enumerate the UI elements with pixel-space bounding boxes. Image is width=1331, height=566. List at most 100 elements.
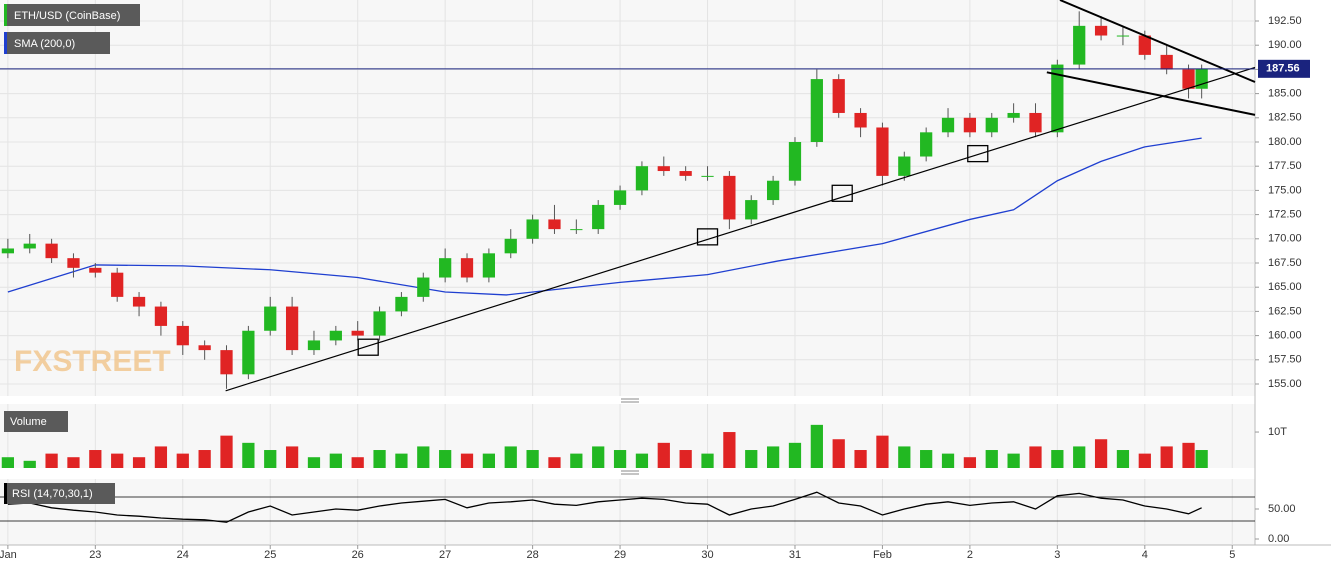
candle-body bbox=[351, 330, 364, 336]
x-tick-label: 5 bbox=[1229, 549, 1235, 561]
x-tick-label: Jan bbox=[0, 549, 17, 561]
candle-body bbox=[548, 219, 561, 230]
volume-bar bbox=[1138, 453, 1151, 468]
volume-bar bbox=[373, 450, 386, 468]
volume-bar bbox=[745, 450, 758, 468]
candle-body bbox=[417, 277, 430, 297]
volume-bar bbox=[1116, 450, 1130, 468]
candle-body bbox=[898, 156, 911, 176]
volume-bar bbox=[1182, 442, 1195, 468]
volume-bar bbox=[1007, 453, 1020, 468]
candle-body bbox=[1138, 35, 1151, 55]
volume-bar bbox=[832, 439, 845, 468]
volume-bar bbox=[220, 435, 233, 468]
volume-bar bbox=[329, 453, 342, 468]
y-tick-label: 165.00 bbox=[1268, 281, 1302, 293]
pane-handle[interactable] bbox=[621, 398, 639, 403]
candle-body bbox=[1007, 112, 1020, 118]
volume-bar bbox=[417, 446, 430, 468]
volume-bar bbox=[920, 450, 933, 468]
legend-title: ETH/USD (CoinBase) bbox=[14, 10, 120, 22]
y-tick-label: 0.00 bbox=[1268, 533, 1289, 545]
candle-body bbox=[570, 229, 583, 231]
y-tick-label: 185.00 bbox=[1268, 88, 1302, 100]
volume-bar bbox=[1094, 439, 1108, 468]
volume-title: Volume bbox=[10, 416, 47, 428]
y-tick-label: 192.50 bbox=[1268, 15, 1302, 27]
candle-body bbox=[613, 190, 627, 205]
main-pane bbox=[0, 0, 1255, 396]
volume-bar bbox=[592, 446, 605, 468]
trendline bbox=[1059, 0, 1256, 83]
x-tick-label: 26 bbox=[352, 549, 364, 561]
volume-bar bbox=[723, 432, 736, 468]
touch-marker bbox=[967, 144, 989, 163]
candle-body bbox=[1051, 64, 1064, 133]
volume-bar bbox=[570, 453, 583, 468]
volume-bar bbox=[132, 457, 146, 468]
candle-body bbox=[832, 79, 845, 113]
volume-bar bbox=[963, 457, 977, 468]
volume-bar bbox=[854, 450, 867, 468]
y-tick-label: 167.50 bbox=[1268, 257, 1302, 269]
volume-bar bbox=[1029, 446, 1042, 468]
candle-body bbox=[460, 258, 474, 278]
volume-bar bbox=[154, 446, 168, 468]
volume-bar bbox=[89, 450, 102, 468]
candle-body bbox=[1160, 54, 1173, 70]
volume-bar bbox=[111, 453, 124, 468]
candle-body bbox=[1073, 25, 1086, 65]
y-tick-label: 162.50 bbox=[1268, 305, 1302, 317]
watermark: FXSTREET bbox=[14, 345, 171, 378]
candle-body bbox=[1116, 35, 1130, 37]
pane-handle[interactable] bbox=[621, 470, 639, 475]
candle-body bbox=[679, 171, 692, 176]
candle-body bbox=[723, 175, 736, 220]
y-tick-label: 177.50 bbox=[1268, 160, 1302, 172]
candle-body bbox=[504, 238, 517, 254]
candle-body bbox=[963, 117, 977, 133]
touch-marker bbox=[357, 338, 379, 356]
candle-body bbox=[176, 325, 189, 346]
candle-body bbox=[307, 340, 321, 351]
volume-bar bbox=[1195, 450, 1208, 468]
last-price-label: 187.56 bbox=[1266, 63, 1300, 75]
candle-body bbox=[154, 306, 168, 326]
volume-bar bbox=[351, 457, 364, 468]
volume-bar bbox=[198, 450, 211, 468]
candle-body bbox=[329, 330, 342, 341]
candle-body bbox=[1029, 112, 1042, 133]
x-tick-label: 2 bbox=[967, 549, 973, 561]
sma-line bbox=[7, 137, 1202, 296]
volume-bar bbox=[23, 460, 36, 468]
volume-bar bbox=[242, 442, 255, 468]
volume-bar bbox=[67, 457, 80, 468]
y-tick-label: 172.50 bbox=[1268, 209, 1302, 221]
candle-body bbox=[1094, 25, 1108, 36]
volume-bar bbox=[876, 435, 889, 468]
candle-body bbox=[985, 117, 998, 133]
volume-bar bbox=[264, 450, 277, 468]
rsi-line bbox=[7, 491, 1202, 523]
x-tick-label: 3 bbox=[1054, 549, 1060, 561]
candle-body bbox=[67, 258, 80, 268]
candle-body bbox=[635, 166, 649, 191]
candle-body bbox=[89, 267, 102, 273]
x-tick-label: 27 bbox=[439, 549, 451, 561]
candle-body bbox=[132, 296, 146, 307]
candle-body bbox=[876, 127, 889, 176]
x-tick-label: 4 bbox=[1142, 549, 1148, 561]
volume-bar bbox=[45, 453, 58, 468]
volume-bar bbox=[1, 457, 14, 468]
candle-body bbox=[1182, 69, 1195, 89]
y-tick-label: 160.00 bbox=[1268, 330, 1302, 342]
candle-body bbox=[285, 306, 299, 351]
volume-bar bbox=[460, 453, 474, 468]
x-tick-label: 28 bbox=[526, 549, 538, 561]
legend-box: ETH/USD (CoinBase) SMA (200,0) Volume RS… bbox=[4, 4, 140, 504]
candle-body bbox=[242, 330, 255, 375]
candle-body bbox=[854, 112, 867, 128]
volume-bar bbox=[482, 453, 496, 468]
volume-bar bbox=[548, 457, 561, 468]
